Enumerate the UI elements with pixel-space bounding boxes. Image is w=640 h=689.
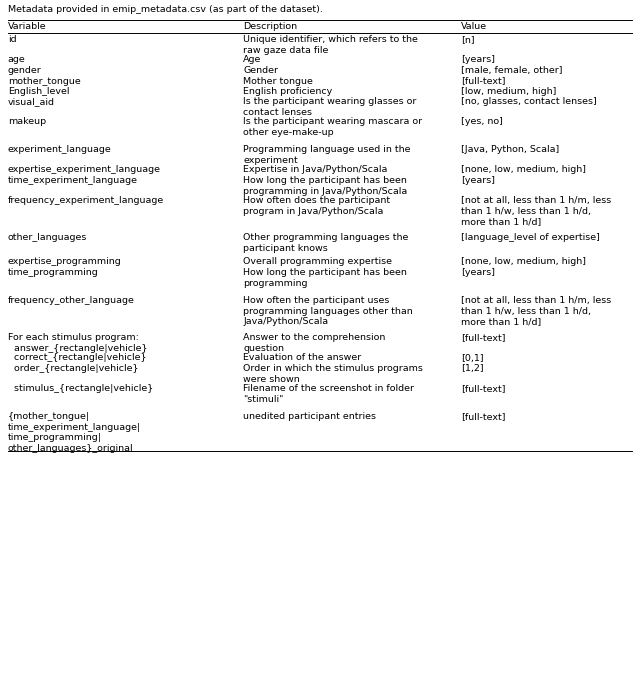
Text: Other programming languages the
participant knows: Other programming languages the particip… bbox=[243, 234, 408, 254]
Text: Is the participant wearing mascara or
other eye-make-up: Is the participant wearing mascara or ot… bbox=[243, 118, 422, 137]
Text: How often the participant uses
programming languages other than
Java/Python/Scal: How often the participant uses programmi… bbox=[243, 296, 413, 327]
Text: makeup: makeup bbox=[8, 118, 46, 127]
Text: How often does the participant
program in Java/Python/Scala: How often does the participant program i… bbox=[243, 196, 390, 216]
Text: unedited participant entries: unedited participant entries bbox=[243, 412, 376, 421]
Text: mother_tongue: mother_tongue bbox=[8, 76, 81, 85]
Text: order_{rectangle|vehicle}: order_{rectangle|vehicle} bbox=[8, 364, 138, 373]
Text: Mother tongue: Mother tongue bbox=[243, 76, 313, 85]
Text: [language_level of expertise]: [language_level of expertise] bbox=[461, 234, 600, 243]
Text: frequency_other_language: frequency_other_language bbox=[8, 296, 134, 305]
Text: [not at all, less than 1 h/m, less
than 1 h/w, less than 1 h/d,
more than 1 h/d]: [not at all, less than 1 h/m, less than … bbox=[461, 196, 611, 227]
Text: [years]: [years] bbox=[461, 176, 495, 185]
Text: Filename of the screenshot in folder
"stimuli": Filename of the screenshot in folder "st… bbox=[243, 384, 414, 404]
Text: [none, low, medium, high]: [none, low, medium, high] bbox=[461, 258, 586, 267]
Text: [full-text]: [full-text] bbox=[461, 76, 506, 85]
Text: Description: Description bbox=[243, 22, 298, 31]
Text: expertise_experiment_language: expertise_experiment_language bbox=[8, 165, 161, 174]
Text: Evaluation of the answer: Evaluation of the answer bbox=[243, 353, 362, 362]
Text: experiment_language: experiment_language bbox=[8, 145, 111, 154]
Text: [0,1]: [0,1] bbox=[461, 353, 483, 362]
Text: age: age bbox=[8, 56, 26, 65]
Text: [full-text]: [full-text] bbox=[461, 412, 506, 421]
Text: [not at all, less than 1 h/m, less
than 1 h/w, less than 1 h/d,
more than 1 h/d]: [not at all, less than 1 h/m, less than … bbox=[461, 296, 611, 327]
Text: {mother_tongue|
time_experiment_language|
time_programming|
other_languages}_ori: {mother_tongue| time_experiment_language… bbox=[8, 412, 141, 453]
Text: Programming language used in the
experiment: Programming language used in the experim… bbox=[243, 145, 411, 165]
Text: English_level: English_level bbox=[8, 87, 69, 96]
Text: [male, female, other]: [male, female, other] bbox=[461, 66, 563, 75]
Text: frequency_experiment_language: frequency_experiment_language bbox=[8, 196, 164, 205]
Text: time_experiment_language: time_experiment_language bbox=[8, 176, 138, 185]
Text: Age: Age bbox=[243, 56, 262, 65]
Text: [low, medium, high]: [low, medium, high] bbox=[461, 87, 556, 96]
Text: gender: gender bbox=[8, 66, 42, 75]
Text: Value: Value bbox=[461, 22, 487, 31]
Text: [Java, Python, Scala]: [Java, Python, Scala] bbox=[461, 145, 559, 154]
Text: How long the participant has been
programming in Java/Python/Scala: How long the participant has been progra… bbox=[243, 176, 408, 196]
Text: Order in which the stimulus programs
were shown: Order in which the stimulus programs wer… bbox=[243, 364, 423, 384]
Text: Is the participant wearing glasses or
contact lenses: Is the participant wearing glasses or co… bbox=[243, 98, 417, 117]
Text: Gender: Gender bbox=[243, 66, 278, 75]
Text: [yes, no]: [yes, no] bbox=[461, 118, 502, 127]
Text: time_programming: time_programming bbox=[8, 268, 99, 277]
Text: [years]: [years] bbox=[461, 268, 495, 277]
Text: id: id bbox=[8, 36, 16, 45]
Text: English proficiency: English proficiency bbox=[243, 87, 332, 96]
Text: [full-text]: [full-text] bbox=[461, 384, 506, 393]
Text: [n]: [n] bbox=[461, 36, 474, 45]
Text: For each stimulus program:
  answer_{rectangle|vehicle}: For each stimulus program: answer_{recta… bbox=[8, 333, 147, 353]
Text: Expertise in Java/Python/Scala: Expertise in Java/Python/Scala bbox=[243, 165, 388, 174]
Text: other_languages: other_languages bbox=[8, 234, 87, 243]
Text: [no, glasses, contact lenses]: [no, glasses, contact lenses] bbox=[461, 98, 596, 107]
Text: [full-text]: [full-text] bbox=[461, 333, 506, 342]
Text: Answer to the comprehension
question: Answer to the comprehension question bbox=[243, 333, 385, 353]
Text: Overall programming expertise: Overall programming expertise bbox=[243, 258, 392, 267]
Text: visual_aid: visual_aid bbox=[8, 98, 54, 107]
Text: [years]: [years] bbox=[461, 56, 495, 65]
Text: expertise_programming: expertise_programming bbox=[8, 258, 122, 267]
Text: stimulus_{rectangle|vehicle}: stimulus_{rectangle|vehicle} bbox=[8, 384, 153, 393]
Text: Unique identifier, which refers to the
raw gaze data file: Unique identifier, which refers to the r… bbox=[243, 36, 418, 55]
Text: Metadata provided in emip_metadata.csv (as part of the dataset).: Metadata provided in emip_metadata.csv (… bbox=[8, 5, 323, 14]
Text: Variable: Variable bbox=[8, 22, 46, 31]
Text: [none, low, medium, high]: [none, low, medium, high] bbox=[461, 165, 586, 174]
Text: How long the participant has been
programming: How long the participant has been progra… bbox=[243, 268, 407, 288]
Text: correct_{rectangle|vehicle}: correct_{rectangle|vehicle} bbox=[8, 353, 146, 362]
Text: [1,2]: [1,2] bbox=[461, 364, 483, 373]
